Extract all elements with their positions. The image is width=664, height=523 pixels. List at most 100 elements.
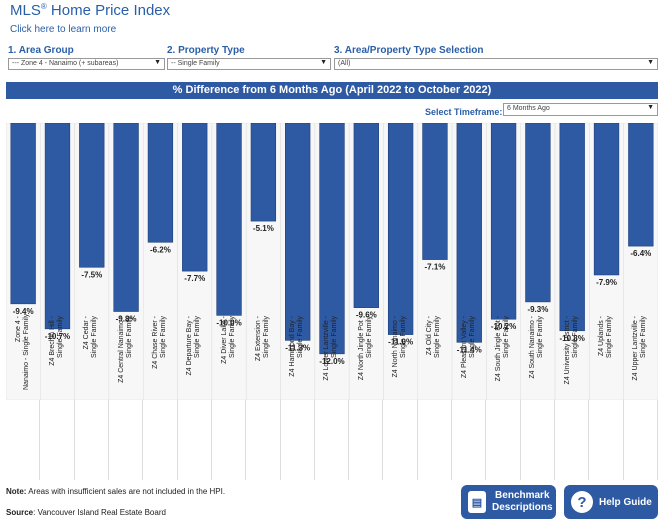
x-tick-text: Z4 Upper Lantzville - Single Family [632, 316, 648, 381]
x-tick-text: Z4 Diver Lake - Single Family [220, 316, 236, 364]
data-label: -9.6% [356, 311, 377, 320]
document-icon: ▤ [468, 491, 486, 513]
benchmark-line1: Benchmark [495, 490, 550, 501]
chevron-down-icon: ▼ [647, 104, 654, 111]
learn-more-link[interactable]: Click here to learn more [10, 24, 117, 35]
bar[interactable] [182, 122, 208, 272]
data-label: -7.1% [424, 263, 445, 272]
source-text: Source: Vancouver Island Real Estate Boa… [6, 508, 166, 517]
x-tick-label: Zone 4 - Nanaimo - Single Family [6, 314, 41, 480]
data-label: -12.0% [319, 357, 344, 366]
x-tick-label: Z4 Diver Lake - Single Family [212, 316, 247, 480]
data-label: -7.9% [596, 278, 617, 287]
bar[interactable] [593, 122, 620, 276]
x-tick-text: Z4 North Nanaimo - Single Family [392, 316, 408, 378]
area-group-select[interactable]: --- Zone 4 - Nanaimo (+ subareas) ▼ [8, 58, 165, 70]
bar-chart: -9.4% -10.7% -7.5% -9.8% -6.2% -7.7% -10.0% -5.… [5, 122, 659, 401]
bar[interactable] [319, 122, 345, 355]
bar[interactable] [216, 122, 242, 316]
timeframe-label: Select Timeframe: [425, 107, 503, 117]
x-tick-text: Z4 Chase River - Single Family [151, 316, 167, 369]
property-type-select[interactable]: -- Single Family ▼ [167, 58, 331, 70]
x-tick-label: Z4 Lower Lantzville - Single Family [315, 316, 350, 480]
data-label: -11.3% [285, 343, 310, 352]
bar[interactable] [456, 122, 482, 343]
x-tick-text: Z4 Pleasant Valley - Single Family [460, 316, 476, 379]
x-tick-label: Z4 Hammond Bay - Single Family [281, 316, 315, 480]
x-tick-text: Z4 Extension - Single Family [254, 316, 270, 362]
x-tick-text: Z4 Hammond Bay - Single Family [289, 316, 305, 377]
x-tick-text: Z4 University District - Single Family [563, 316, 579, 385]
x-tick-label: Z4 Uplands - Single Family [589, 316, 624, 480]
x-tick-text: Z4 South Jingle Pot - Single Family [495, 316, 511, 382]
bar[interactable] [79, 122, 105, 268]
x-tick-text: Z4 Brechin Hill - Single Family [48, 316, 64, 366]
x-tick-label: Z4 Upper Lantzville - Single Family [624, 316, 658, 480]
data-label: -10.8% [560, 334, 585, 343]
bar[interactable] [490, 122, 517, 320]
x-tick-label: Z4 Old City - Single Family [418, 316, 453, 480]
x-axis-labels: Zone 4 - Nanaimo - Single Family Z4 Brech… [6, 314, 658, 480]
bar[interactable] [250, 122, 277, 222]
data-label: -7.7% [184, 274, 205, 283]
data-label: -10.7% [45, 332, 70, 341]
x-tick-text: Z4 Cedar - Single Family [83, 316, 99, 359]
help-guide-label: Help Guide [599, 496, 652, 508]
x-tick-text: Z4 Uplands - Single Family [598, 316, 614, 359]
bar[interactable] [113, 122, 139, 312]
data-label: -9.8% [116, 315, 137, 324]
data-label: -10.2% [491, 322, 516, 331]
bar[interactable] [44, 122, 71, 330]
benchmark-descriptions-button[interactable]: ▤ Benchmark Descriptions [461, 485, 556, 519]
x-tick-label: Z4 Brechin Hill - Single Family [40, 316, 75, 480]
bar[interactable] [525, 122, 551, 303]
data-label: -6.4% [630, 249, 651, 258]
x-tick-text: Zone 4 - Nanaimo - Single Family [14, 313, 30, 390]
selection-select[interactable]: (All) ▼ [334, 58, 658, 70]
data-label: -11.4% [457, 345, 482, 354]
data-label: -9.3% [527, 305, 548, 314]
x-tick-text: Z4 Central Nanaimo - Single Family [117, 316, 133, 383]
benchmark-line2: Descriptions [492, 502, 553, 513]
x-tick-text: Z4 South Nanaimo - Single Family [529, 316, 545, 379]
note-text: Note: Areas with insufficient sales are … [6, 487, 226, 496]
bar[interactable] [628, 122, 654, 247]
question-icon: ? [571, 491, 593, 513]
x-tick-label: Z4 Departure Bay - Single Family [178, 316, 212, 480]
x-tick-label: Z4 University District - Single Family [555, 316, 590, 480]
bar[interactable] [387, 122, 414, 335]
x-tick-label: Z4 South Jingle Pot - Single Family [486, 316, 521, 480]
chart-banner: % Difference from 6 Months Ago (April 20… [6, 82, 658, 99]
x-tick-label: Z4 Pleasant Valley - Single Family [452, 316, 487, 480]
data-label: -11.0% [388, 338, 413, 347]
selection-label: 3. Area/Property Type Selection [334, 45, 484, 56]
bar[interactable] [10, 122, 36, 305]
x-tick-label: Z4 Extension - Single Family [246, 316, 281, 480]
x-tick-text: Z4 Old City - Single Family [426, 316, 442, 359]
bar[interactable] [353, 122, 379, 308]
x-tick-text: Z4 Departure Bay - Single Family [186, 316, 202, 376]
x-tick-label: Z4 North Nanaimo - Single Family [383, 316, 418, 480]
x-tick-label: Z4 Chase River - Single Family [143, 316, 178, 480]
chart-svg: -9.4% -10.7% -7.5% -9.8% -6.2% -7.7% -10.0% -5.… [5, 122, 659, 401]
data-label: -10.0% [216, 318, 241, 327]
data-label: -7.5% [81, 270, 102, 279]
bar[interactable] [147, 122, 174, 243]
x-tick-label: Z4 South Nanaimo - Single Family [521, 316, 556, 480]
data-label: -5.1% [253, 224, 274, 233]
x-tick-text: Z4 Lower Lantzville - Single Family [323, 316, 339, 381]
bar[interactable] [422, 122, 448, 260]
chevron-down-icon: ▼ [154, 59, 161, 66]
data-label: -6.2% [150, 245, 171, 254]
x-tick-label: Z4 Cedar - Single Family [75, 316, 109, 480]
chevron-down-icon: ▼ [647, 59, 654, 66]
bar[interactable] [285, 122, 311, 341]
x-tick-label: Z4 Central Nanaimo - Single Family [109, 316, 144, 480]
property-type-label: 2. Property Type [167, 45, 245, 56]
help-guide-button[interactable]: ? Help Guide [564, 485, 658, 519]
timeframe-select[interactable]: 6 Months Ago ▼ [503, 103, 658, 116]
page-title: MLS® Home Price Index [10, 2, 171, 19]
bar[interactable] [559, 122, 585, 332]
data-label: -9.4% [13, 307, 34, 316]
chevron-down-icon: ▼ [320, 59, 327, 66]
